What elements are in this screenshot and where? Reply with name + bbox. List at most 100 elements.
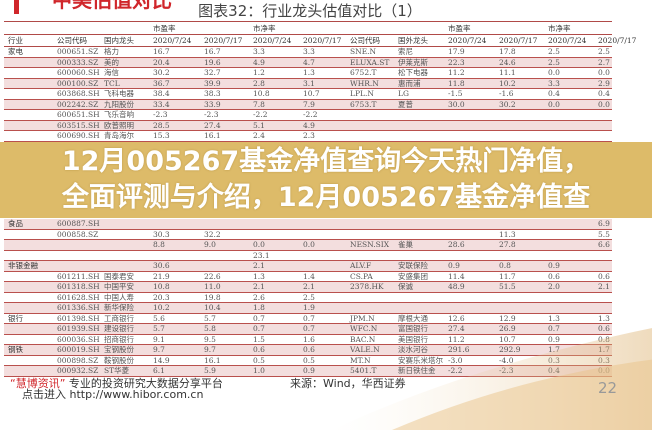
table-cell: 32.7: [204, 68, 221, 77]
column-header: 2020/7/24: [153, 36, 192, 45]
watermark-source: 来源：Wind，华西证券: [290, 377, 406, 390]
table-cell: 1.0: [253, 366, 265, 375]
headline-overlay-band: [0, 142, 652, 218]
table-cell: 30.0: [448, 99, 465, 109]
table-cell: 2378.HK: [350, 282, 384, 291]
table-cell: 1.6: [303, 334, 315, 344]
table-cell: 2.4: [253, 131, 265, 140]
table-cell: WFC.N: [350, 324, 378, 333]
table-cell: -3.0: [448, 355, 463, 365]
table-cell: 1.9: [303, 303, 315, 312]
table-cell: 惠而浦: [398, 78, 421, 88]
table-cell: 28.5: [153, 120, 170, 130]
table-cell: 16.1: [204, 131, 221, 140]
table-row: [4, 47, 612, 58]
table-cell: BAC.N: [350, 334, 376, 344]
table-cell: 5.9: [204, 366, 216, 375]
table-row: [4, 293, 612, 303]
table-cell: 5.1: [253, 120, 265, 130]
table-cell: 20.4: [153, 57, 170, 67]
table-row: [4, 57, 612, 68]
table-cell: 飞科电器: [104, 89, 134, 98]
table-cell: 4.9: [253, 57, 265, 67]
table-cell: 600690.SH: [57, 131, 100, 140]
table-row: [4, 131, 612, 142]
table-cell: 2.5: [548, 47, 560, 56]
table-cell: 2.6: [253, 292, 265, 302]
table-cell: 伊莱克斯: [398, 57, 428, 67]
table-cell: 0.6: [303, 345, 315, 354]
table-cell: 48.9: [448, 282, 465, 291]
table-cell: 600887.SH: [57, 219, 100, 228]
table-cell: -2.2: [448, 366, 463, 375]
table-row: [4, 356, 612, 366]
table-cell: 11.4: [448, 271, 465, 281]
table-cell: 12.9: [499, 313, 516, 323]
industry-label: 银行: [8, 313, 23, 323]
column-header: 2020/7/24: [548, 36, 587, 45]
table-cell: 16.7: [204, 47, 221, 56]
table-cell: 海信: [104, 68, 119, 77]
table-cell: 000898.SZ: [57, 355, 99, 365]
group-header: 市盈率: [153, 23, 176, 33]
column-header: 国外龙头: [398, 36, 428, 45]
table-row: [4, 120, 612, 131]
table-cell: 2.5: [598, 47, 610, 56]
table-cell: 11.0: [204, 282, 221, 291]
table-cell: 2.8: [253, 78, 265, 88]
table-cell: 2.0: [548, 282, 560, 291]
table-cell: 000858.SZ: [57, 229, 99, 239]
table-cell: 5.7: [204, 313, 216, 323]
table-cell: 2.1: [253, 261, 265, 270]
watermark-link[interactable]: 点击进入 http://www.hibor.com.cn: [22, 388, 204, 401]
table-cell: 601628.SH: [57, 292, 100, 302]
table-cell: 格力: [104, 47, 119, 56]
table-cell: 0.4: [548, 89, 560, 98]
table-cell: 美的: [104, 57, 119, 67]
table-cell: 27.8: [499, 240, 516, 249]
column-header: 公司代码: [350, 36, 380, 45]
table-cell: 飞乐音响: [104, 110, 134, 119]
table-row: [4, 261, 612, 272]
table-cell: 9.7: [153, 345, 165, 354]
table-cell: 2.1: [253, 282, 265, 291]
table-cell: 4.7: [303, 57, 315, 67]
table-cell: 工商银行: [104, 313, 134, 323]
industry-label: 非银金融: [8, 261, 38, 270]
table-cell: 603515.SH: [57, 120, 100, 130]
table-cell: 11.2: [448, 334, 465, 344]
table-cell: 000333.SZ: [57, 57, 99, 67]
table-row: [4, 230, 612, 240]
table-cell: VALE.N: [350, 345, 380, 354]
figure-title: 图表32：行业龙头估值对比（1）: [198, 2, 422, 20]
table-cell: TCL: [104, 78, 120, 88]
table-cell: 淡水河谷: [398, 345, 428, 354]
table-cell: 19.8: [204, 292, 221, 302]
table-cell: 8.8: [153, 240, 165, 249]
table-cell: 1.8: [253, 303, 265, 312]
column-header: 2020/7/17: [598, 36, 637, 45]
watermark-slogan-text: 专业的投资研究大数据分享平台: [68, 377, 223, 390]
table-cell: 3.3: [303, 47, 315, 56]
table-row: [4, 110, 612, 121]
column-header: 2020/7/17: [303, 36, 342, 45]
table-cell: 2.7: [598, 57, 610, 67]
table-cell: LPL.N: [350, 89, 374, 98]
table-cell: 20.3: [153, 292, 170, 302]
table-cell: 9.5: [204, 334, 216, 344]
table-cell: 30.2: [153, 68, 170, 77]
table-cell: 000651.SZ: [57, 47, 99, 56]
table-cell: 600651.SH: [57, 110, 100, 119]
table-cell: 建设银行: [104, 324, 134, 333]
table-cell: 5.7: [153, 324, 165, 333]
column-header: 2020/7/24: [253, 36, 292, 45]
table-cell: 中国人寿: [104, 292, 134, 302]
table-cell: 27.4: [204, 120, 221, 130]
table-row: [4, 314, 612, 324]
table-cell: 0.0: [548, 68, 560, 77]
table-cell: 美国银行: [398, 334, 428, 344]
table-cell: 1.3: [303, 68, 315, 77]
watermark-brand: “慧博资讯”: [10, 377, 66, 390]
table-cell: 3.3: [548, 78, 560, 88]
column-header: 2020/7/17: [204, 36, 243, 45]
